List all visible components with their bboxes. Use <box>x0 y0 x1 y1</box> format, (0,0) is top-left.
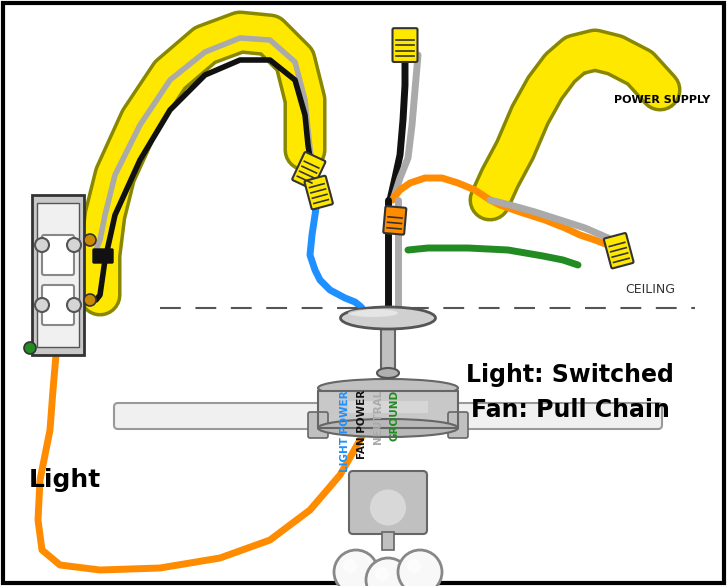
FancyBboxPatch shape <box>454 403 662 429</box>
FancyBboxPatch shape <box>93 249 113 263</box>
Circle shape <box>35 238 49 252</box>
Circle shape <box>67 298 81 312</box>
Text: Light: Light <box>29 468 101 492</box>
Circle shape <box>375 567 389 581</box>
Bar <box>37 203 79 347</box>
Circle shape <box>67 238 81 252</box>
FancyBboxPatch shape <box>349 471 427 534</box>
Circle shape <box>343 559 357 573</box>
FancyBboxPatch shape <box>393 28 417 62</box>
Text: NEUTRAL: NEUTRAL <box>373 390 383 444</box>
FancyBboxPatch shape <box>305 176 333 209</box>
Circle shape <box>366 558 410 586</box>
Text: CEILING: CEILING <box>625 283 675 296</box>
FancyBboxPatch shape <box>42 235 74 275</box>
Bar <box>348 401 428 413</box>
FancyBboxPatch shape <box>604 233 633 268</box>
Circle shape <box>35 298 49 312</box>
Circle shape <box>24 342 36 354</box>
Bar <box>318 391 458 428</box>
Bar <box>382 532 394 550</box>
Ellipse shape <box>377 368 399 378</box>
Circle shape <box>84 234 96 246</box>
Bar <box>318 391 458 428</box>
Text: GROUND: GROUND <box>390 390 400 441</box>
Ellipse shape <box>318 379 458 397</box>
FancyBboxPatch shape <box>42 285 74 325</box>
Circle shape <box>84 294 96 306</box>
Circle shape <box>407 559 421 573</box>
Circle shape <box>370 489 406 526</box>
Text: Fan: Pull Chain: Fan: Pull Chain <box>470 398 670 422</box>
FancyBboxPatch shape <box>383 206 406 234</box>
Text: LIGHT POWER: LIGHT POWER <box>340 390 350 472</box>
FancyBboxPatch shape <box>292 152 326 189</box>
FancyBboxPatch shape <box>308 412 328 438</box>
Bar <box>32 195 84 355</box>
Text: FAN POWER: FAN POWER <box>357 390 367 459</box>
FancyBboxPatch shape <box>448 412 468 438</box>
Text: POWER SUPPLY: POWER SUPPLY <box>614 95 710 105</box>
Ellipse shape <box>348 309 398 317</box>
Text: Light: Switched: Light: Switched <box>466 363 674 387</box>
Ellipse shape <box>318 419 458 437</box>
Bar <box>381 318 395 373</box>
Circle shape <box>398 550 442 586</box>
Circle shape <box>334 550 378 586</box>
FancyBboxPatch shape <box>114 403 322 429</box>
Ellipse shape <box>340 307 435 329</box>
